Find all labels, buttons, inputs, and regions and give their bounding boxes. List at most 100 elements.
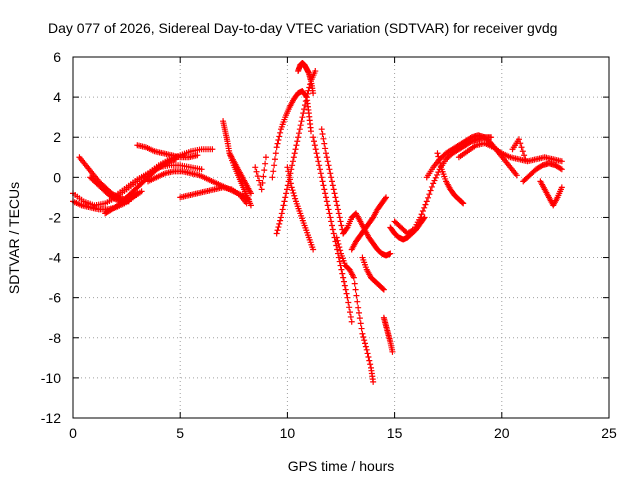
y-tick-label: 4: [53, 89, 61, 105]
data-point-arc18: [322, 145, 329, 152]
data-point-arc30: [557, 165, 564, 172]
data-point-arc13: [272, 150, 279, 157]
data-point-arc14: [301, 102, 308, 109]
data-point-arc17: [310, 138, 317, 145]
data-point-arc12: [259, 179, 266, 186]
data-point-arc25: [428, 183, 435, 190]
data-point-arc19: [366, 357, 373, 364]
data-point-arc19: [357, 320, 364, 327]
x-axis-label: GPS time / hours: [288, 458, 395, 474]
data-point-arc19: [354, 298, 361, 305]
data-point-arc14: [297, 122, 304, 129]
data-point-arc19: [356, 315, 363, 322]
data-point-arc14: [283, 190, 290, 197]
data-point-arc19: [352, 286, 359, 293]
data-point-arc17: [341, 282, 348, 289]
data-point-arc14: [312, 68, 319, 75]
data-point-arc18: [322, 150, 329, 157]
data-point-arc18: [325, 162, 332, 169]
data-point-arc19: [334, 237, 341, 244]
data-point-arc1: [209, 146, 216, 153]
data-point-arc14: [275, 224, 282, 231]
x-tick-label: 0: [69, 425, 77, 441]
data-point-arc15: [286, 172, 293, 179]
data-point-arc27: [436, 156, 443, 163]
data-point-arc17: [338, 266, 345, 273]
data-point-arc16: [310, 90, 317, 97]
data-point-arc22: [380, 285, 387, 292]
data-point-arc27: [437, 163, 444, 170]
data-point-arc25: [419, 208, 426, 215]
data-point-arc19: [333, 234, 340, 241]
data-point-arc14: [292, 146, 299, 153]
data-point-arc14: [298, 118, 305, 125]
data-point-arc2: [138, 188, 145, 195]
data-point-arc17: [346, 304, 353, 311]
data-point-arc17: [310, 134, 317, 141]
data-point-arc15: [286, 176, 293, 183]
data-point-arc12: [253, 168, 260, 175]
data-point-arc25: [434, 171, 441, 178]
data-point-arc14: [283, 186, 290, 193]
data-point-arc17: [312, 146, 319, 153]
data-point-arc4: [125, 198, 132, 205]
data-point-arc25: [425, 194, 432, 201]
data-point-arc26: [513, 172, 520, 179]
data-point-arc25: [430, 180, 437, 187]
data-point-arc13: [274, 140, 281, 147]
data-point-arc12: [262, 160, 269, 167]
data-point-arc23: [389, 348, 396, 355]
data-point-arc17: [344, 294, 351, 301]
data-point-arc14: [274, 227, 281, 234]
data-point-arc14: [273, 230, 280, 237]
data-point-arc14: [295, 134, 302, 141]
data-point-arc13: [271, 156, 278, 163]
data-point-arc19: [360, 333, 367, 340]
data-point-arc18: [320, 135, 327, 142]
data-point-arc29: [518, 144, 525, 151]
data-point-arc17: [342, 286, 349, 293]
data-point-arc17: [320, 182, 327, 189]
data-point-arc17: [318, 174, 325, 181]
y-axis-label: SDTVAR / TECUs: [6, 182, 22, 294]
data-point-arc14: [301, 106, 308, 113]
data-point-arc14: [277, 217, 284, 224]
data-point-arc29: [522, 156, 529, 163]
data-point-arc11: [247, 190, 254, 197]
data-point-arc3: [133, 191, 140, 198]
data-point-arc17: [317, 170, 324, 177]
data-point-arc17: [330, 230, 337, 237]
data-point-arc12: [261, 167, 268, 174]
data-point-arc17: [321, 186, 328, 193]
data-point-arc7: [194, 152, 201, 159]
data-point-arc18: [335, 210, 342, 217]
data-point-arc17: [322, 190, 329, 197]
data-point-arc21: [382, 195, 389, 202]
data-point-arc19: [358, 325, 365, 332]
data-point-arc25: [421, 204, 428, 211]
tick-labels: 0 5 10 15 20 25 -12 -10 -8 -6 -4 -2 0 2 4 6: [41, 49, 617, 441]
data-point-arc29: [521, 152, 528, 159]
data-points: [70, 60, 565, 385]
data-point-arc18: [329, 182, 336, 189]
y-tick-label: -4: [49, 250, 62, 266]
data-point-arc20: [387, 250, 394, 257]
data-point-arc22: [380, 286, 387, 293]
data-point-arc12: [254, 173, 261, 180]
data-point-arc18: [334, 202, 341, 209]
data-point-arc14: [276, 220, 283, 227]
data-point-arc17: [345, 299, 352, 306]
data-point-arc10: [247, 202, 254, 209]
data-point-arc14: [289, 162, 296, 169]
data-point-arc25: [418, 211, 425, 218]
data-point-arc19: [362, 340, 369, 347]
y-tick-label: -6: [49, 290, 62, 306]
data-point-arc17: [348, 318, 355, 325]
data-point-arc19: [353, 292, 360, 299]
data-point-arc14: [280, 202, 287, 209]
data-point-arc13: [271, 162, 278, 169]
data-point-arc29: [517, 140, 524, 147]
data-point-arc12: [256, 177, 263, 184]
data-point-arc19: [350, 274, 357, 281]
data-point-arc27: [437, 159, 444, 166]
